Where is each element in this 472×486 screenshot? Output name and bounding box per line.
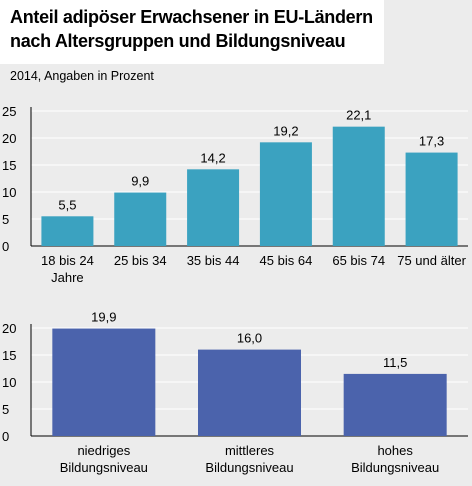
edu-category-label: niedriges <box>77 443 130 458</box>
age-value-label: 22,1 <box>346 108 371 123</box>
edu-bar <box>198 349 301 436</box>
age-y-tick-label: 15 <box>2 158 16 173</box>
age-bar <box>114 192 167 246</box>
edu-value-label: 19,9 <box>91 310 116 325</box>
age-category-label: 45 bis 64 <box>260 253 313 268</box>
age-y-tick-label: 0 <box>2 239 9 254</box>
edu-category-label: mittleres <box>225 443 275 458</box>
edu-value-label: 16,0 <box>237 331 262 346</box>
age-bar <box>41 216 94 246</box>
age-category-label: Jahre <box>51 270 84 285</box>
age-category-label: 25 bis 34 <box>114 253 167 268</box>
age-category-label: 18 bis 24 <box>41 253 94 268</box>
edu-y-tick-label: 20 <box>2 321 16 336</box>
age-bar <box>259 142 312 246</box>
age-value-label: 17,3 <box>419 134 444 149</box>
chart-title-line-1: Anteil adipöser Erwachsener in EU-Länder… <box>10 7 373 27</box>
age-value-label: 9,9 <box>131 174 149 189</box>
age-category-label: 35 bis 44 <box>187 253 240 268</box>
title-box: Anteil adipöser Erwachsener in EU-Länder… <box>0 0 384 64</box>
edu-bar <box>343 373 447 436</box>
age-value-label: 14,2 <box>200 150 225 165</box>
age-category-label: 65 bis 74 <box>332 253 385 268</box>
edu-y-tick-label: 10 <box>2 375 16 390</box>
age-bar <box>332 126 385 246</box>
chart-title-line-2: nach Altersgruppen und Bildungsniveau <box>10 31 346 51</box>
edu-y-tick-label: 0 <box>2 429 9 444</box>
age-value-label: 19,2 <box>273 123 298 138</box>
edu-category-label: Bildungsniveau <box>60 460 148 475</box>
edu-y-tick-label: 5 <box>2 402 9 417</box>
education-level-chart: 0 5 10 15 20 19,9 niedriges Bildungsniveau 16,0 m… <box>2 310 468 475</box>
age-y-tick-label: 5 <box>2 212 9 227</box>
chart-subtitle: 2014, Angaben in Prozent <box>10 69 154 83</box>
edu-value-label: 11,5 <box>383 355 407 370</box>
age-y-tick-label: 10 <box>2 185 16 200</box>
edu-category-label: Bildungsniveau <box>205 460 293 475</box>
edu-category-label: Bildungsniveau <box>351 460 439 475</box>
age-bar <box>405 152 458 246</box>
edu-bar <box>52 328 156 436</box>
age-value-label: 5,5 <box>58 197 76 212</box>
age-y-tick-label: 20 <box>2 131 16 146</box>
age-category-label: 75 und älter <box>397 253 466 268</box>
edu-y-tick-label: 15 <box>2 348 16 363</box>
age-y-tick-label: 25 <box>2 104 16 119</box>
edu-category-label: hohes <box>377 443 413 458</box>
age-group-chart: 0 5 10 15 20 25 5,5 18 bis 24 Jahre 9,9 25 bis 34 1… <box>2 104 468 285</box>
age-bar <box>187 169 240 246</box>
